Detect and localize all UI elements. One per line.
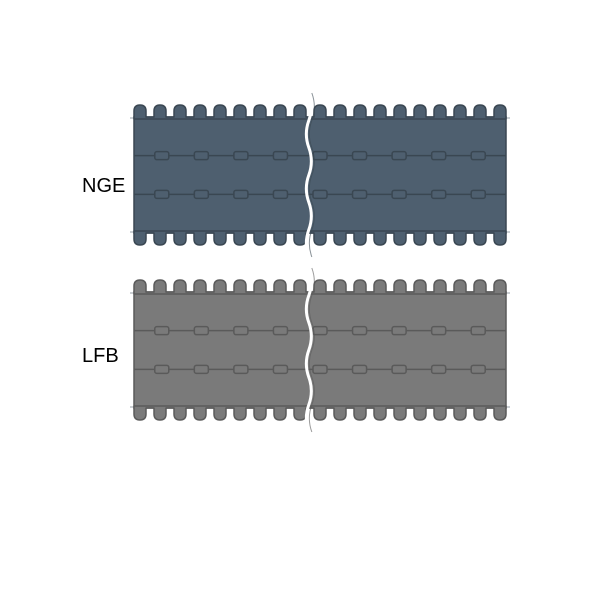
belt-nge: [130, 87, 510, 263]
label-nge: NGE: [82, 175, 125, 198]
product-diagram: { "canvas": { "width": 600, "height": 60…: [0, 0, 600, 600]
belt-lfb: [130, 262, 510, 438]
label-lfb: LFB: [82, 345, 119, 368]
